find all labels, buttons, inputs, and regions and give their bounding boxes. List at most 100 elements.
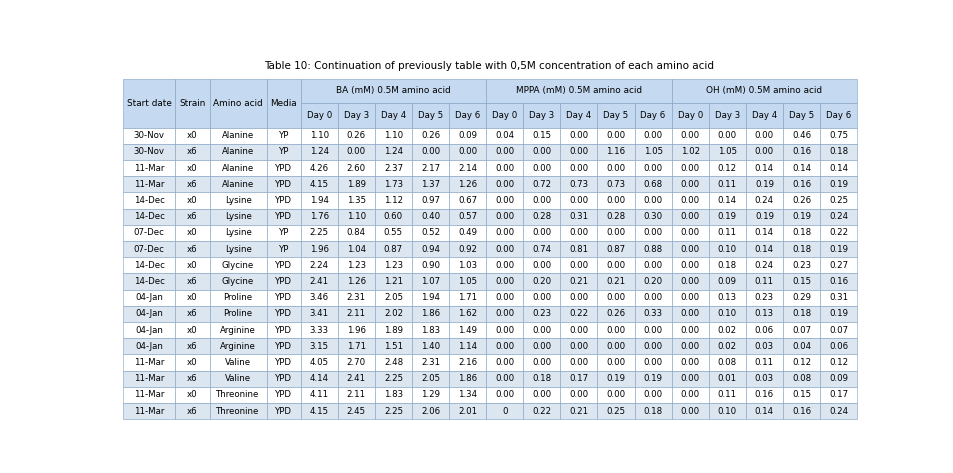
Bar bbox=[782, 144, 820, 160]
Bar bbox=[123, 338, 175, 354]
Bar bbox=[210, 193, 267, 209]
Bar bbox=[745, 370, 782, 387]
Bar bbox=[412, 225, 449, 241]
Text: 0.52: 0.52 bbox=[420, 228, 439, 237]
Text: 0.00: 0.00 bbox=[643, 390, 662, 399]
Bar bbox=[486, 306, 522, 322]
Text: 2.70: 2.70 bbox=[346, 358, 366, 367]
Text: 2.01: 2.01 bbox=[457, 407, 476, 416]
Text: 1.14: 1.14 bbox=[457, 342, 476, 351]
Bar bbox=[820, 144, 856, 160]
Text: 2.11: 2.11 bbox=[346, 309, 366, 318]
Bar bbox=[486, 103, 522, 128]
Text: 0.18: 0.18 bbox=[643, 407, 662, 416]
Bar bbox=[559, 370, 597, 387]
Bar bbox=[745, 209, 782, 225]
Bar bbox=[522, 306, 559, 322]
Text: 0.00: 0.00 bbox=[679, 374, 699, 383]
Bar bbox=[708, 354, 745, 370]
Text: 0.40: 0.40 bbox=[420, 212, 439, 221]
Text: 0.26: 0.26 bbox=[346, 131, 366, 140]
Text: 1.23: 1.23 bbox=[346, 261, 366, 270]
Text: 0.00: 0.00 bbox=[679, 164, 699, 173]
Bar bbox=[597, 354, 634, 370]
Bar bbox=[267, 160, 300, 176]
Text: 0.15: 0.15 bbox=[791, 390, 810, 399]
Bar bbox=[745, 257, 782, 273]
Text: 0.23: 0.23 bbox=[532, 309, 551, 318]
Text: 0.55: 0.55 bbox=[383, 228, 402, 237]
Bar bbox=[337, 403, 375, 419]
Text: 0.28: 0.28 bbox=[532, 212, 551, 221]
Bar bbox=[782, 306, 820, 322]
Text: 0.23: 0.23 bbox=[791, 261, 810, 270]
Bar bbox=[175, 403, 210, 419]
Bar bbox=[671, 387, 708, 403]
Text: 0.14: 0.14 bbox=[791, 164, 810, 173]
Text: 04-Jan: 04-Jan bbox=[135, 342, 163, 351]
Bar bbox=[745, 289, 782, 306]
Text: 0.21: 0.21 bbox=[606, 277, 625, 286]
Text: 0.00: 0.00 bbox=[606, 325, 625, 334]
Text: 1.76: 1.76 bbox=[310, 212, 329, 221]
Bar bbox=[820, 387, 856, 403]
Text: 0.07: 0.07 bbox=[828, 325, 847, 334]
Text: 0.00: 0.00 bbox=[679, 325, 699, 334]
Text: x0: x0 bbox=[187, 261, 197, 270]
Bar bbox=[300, 241, 337, 257]
Bar bbox=[522, 289, 559, 306]
Bar bbox=[449, 144, 486, 160]
Bar bbox=[375, 322, 412, 338]
Text: 0.46: 0.46 bbox=[791, 131, 810, 140]
Bar bbox=[782, 257, 820, 273]
Bar bbox=[449, 289, 486, 306]
Text: 0.00: 0.00 bbox=[606, 131, 625, 140]
Text: 1.73: 1.73 bbox=[383, 180, 402, 189]
Text: Day 0: Day 0 bbox=[492, 111, 517, 120]
Bar bbox=[708, 103, 745, 128]
Bar bbox=[412, 273, 449, 289]
Bar bbox=[267, 289, 300, 306]
Text: 0.00: 0.00 bbox=[679, 228, 699, 237]
Bar bbox=[634, 128, 671, 144]
Text: 11-Mar: 11-Mar bbox=[133, 390, 164, 399]
Bar bbox=[123, 370, 175, 387]
Bar bbox=[175, 370, 210, 387]
Bar bbox=[708, 338, 745, 354]
Bar bbox=[267, 176, 300, 193]
Text: 0.13: 0.13 bbox=[754, 309, 773, 318]
Bar bbox=[123, 354, 175, 370]
Text: Lysine: Lysine bbox=[224, 245, 252, 254]
Text: 2.25: 2.25 bbox=[383, 374, 402, 383]
Text: 0.87: 0.87 bbox=[606, 245, 625, 254]
Text: 0.73: 0.73 bbox=[606, 180, 625, 189]
Text: 4.14: 4.14 bbox=[310, 374, 329, 383]
Bar bbox=[708, 209, 745, 225]
Text: 2.48: 2.48 bbox=[383, 358, 402, 367]
Text: 0.00: 0.00 bbox=[754, 148, 773, 157]
Text: 1.86: 1.86 bbox=[420, 309, 439, 318]
Text: 0.11: 0.11 bbox=[717, 390, 736, 399]
Text: 0.26: 0.26 bbox=[420, 131, 439, 140]
Bar bbox=[123, 322, 175, 338]
Text: 0.00: 0.00 bbox=[569, 293, 588, 302]
Text: 0.19: 0.19 bbox=[606, 374, 625, 383]
Text: 0.10: 0.10 bbox=[717, 407, 736, 416]
Text: 0.24: 0.24 bbox=[754, 196, 773, 205]
Bar bbox=[300, 354, 337, 370]
Bar bbox=[267, 209, 300, 225]
Bar bbox=[671, 193, 708, 209]
Bar bbox=[745, 306, 782, 322]
Text: 0.00: 0.00 bbox=[643, 164, 662, 173]
Text: Day 6: Day 6 bbox=[639, 111, 665, 120]
Text: x6: x6 bbox=[187, 277, 197, 286]
Bar bbox=[559, 289, 597, 306]
Bar bbox=[782, 128, 820, 144]
Bar bbox=[597, 257, 634, 273]
Bar bbox=[337, 306, 375, 322]
Bar bbox=[210, 289, 267, 306]
Text: 1.02: 1.02 bbox=[679, 148, 699, 157]
Text: 2.37: 2.37 bbox=[383, 164, 402, 173]
Bar bbox=[708, 160, 745, 176]
Text: 0.00: 0.00 bbox=[532, 164, 551, 173]
